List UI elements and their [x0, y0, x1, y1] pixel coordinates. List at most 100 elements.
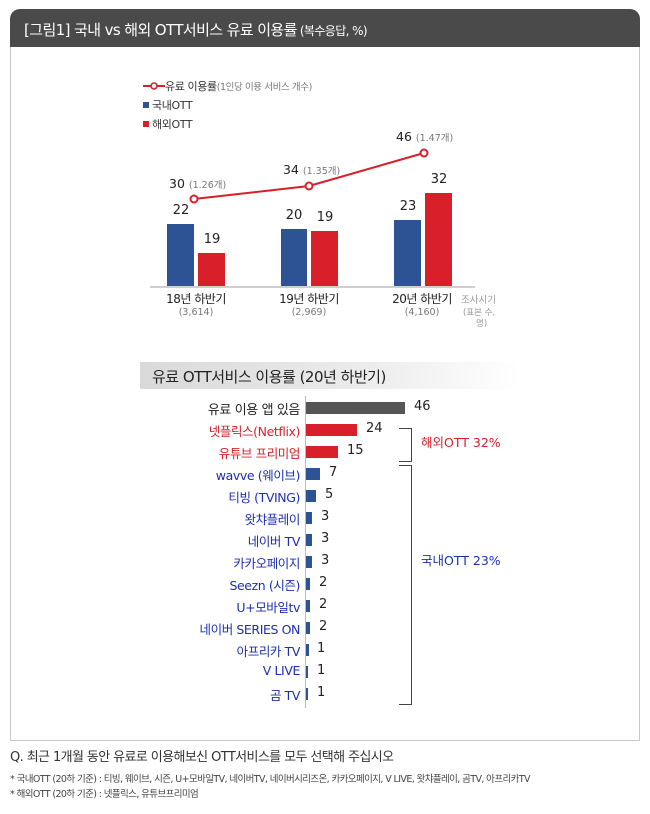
- row-label: 넷플릭스(Netflix): [208, 424, 301, 439]
- axis-note: 조사시기: [461, 295, 496, 306]
- value-domestic-20: 23: [399, 199, 417, 214]
- value-overseas-18: 19: [203, 232, 221, 247]
- row-value: 2: [319, 597, 328, 612]
- row-bar: [306, 534, 312, 546]
- row-value: 1: [317, 685, 326, 700]
- domestic-bracket: [399, 465, 412, 705]
- line-marker-icon: [143, 82, 165, 90]
- row-bar: [306, 622, 310, 634]
- row-bar: [306, 556, 312, 568]
- row-label: wavve (웨이브): [215, 468, 301, 483]
- rate-label-20: 46 (1.47개): [396, 129, 453, 144]
- row-label: 유료 이용 앱 있음: [207, 403, 301, 418]
- bar-domestic-19: [281, 229, 307, 286]
- legend-domestic-label: 국내OTT: [152, 99, 193, 112]
- bar-overseas-18: [198, 253, 225, 286]
- value-overseas-20: 32: [430, 172, 448, 187]
- x-sample-18: (3,614): [178, 307, 214, 318]
- value-overseas-19: 19: [316, 210, 334, 225]
- rate-value: 34: [283, 162, 299, 177]
- row-value: 5: [325, 487, 334, 502]
- row-bar: [306, 424, 357, 436]
- row-value: 46: [414, 399, 431, 414]
- row-label: 네이버 TV: [247, 534, 301, 549]
- row-label: Seezn (시즌): [229, 578, 300, 593]
- survey-question: Q. 최근 1개월 동안 유료로 이용해보신 OTT서비스를 모두 선택해 주십…: [10, 750, 394, 765]
- axis-note-sub1: (표본 수,: [463, 308, 496, 318]
- figure-title: [그림1] 국내 vs 해외 OTT서비스 유료 이용률 (복수응답, %): [24, 19, 368, 40]
- row-value: 15: [347, 443, 364, 458]
- row-value: 3: [321, 553, 330, 568]
- row-bar: [306, 402, 405, 414]
- rate-label-18: 30 (1.26개): [169, 176, 226, 191]
- legend-domestic: 국내OTT: [143, 97, 193, 113]
- value-domestic-18: 22: [172, 203, 190, 218]
- row-label: U+모바일tv: [236, 600, 300, 615]
- row-value: 1: [317, 641, 326, 656]
- section-title: 유료 OTT서비스 이용률 (20년 하반기): [140, 362, 520, 389]
- legend-overseas-label: 해외OTT: [152, 118, 193, 131]
- x-sample-20: (4,160): [404, 307, 440, 318]
- row-value: 2: [319, 619, 328, 634]
- row-label: 유튜브 프리미엄: [218, 446, 301, 461]
- x-label-18: 18년 하반기: [166, 292, 226, 306]
- legend-line-label: 유료 이용률: [165, 80, 217, 93]
- row-bar: [306, 688, 308, 700]
- row-label: 카카오페이지: [233, 556, 300, 571]
- legend-line-sub: (1인당 이용 서비스 개수): [216, 82, 313, 93]
- red-square-icon: [143, 121, 149, 127]
- overseas-bracket: [399, 428, 412, 462]
- row-label: 아프리카 TV: [236, 644, 301, 659]
- row-bar: [306, 468, 320, 480]
- row-value: 1: [317, 663, 326, 678]
- legend-line: 유료 이용률(1인당 이용 서비스 개수): [143, 78, 312, 94]
- figure-header: [그림1] 국내 vs 해외 OTT서비스 유료 이용률 (복수응답, %): [10, 9, 640, 47]
- rate-value: 46: [396, 129, 412, 144]
- row-label: V LIVE: [262, 663, 301, 678]
- row-label: 네이버 SERIES ON: [199, 622, 301, 637]
- figure-title-text: [그림1] 국내 vs 해외 OTT서비스 유료 이용률: [24, 21, 297, 39]
- row-value: 3: [321, 531, 330, 546]
- rate-sub: (1.26개): [188, 180, 227, 191]
- top-chart-svg: [150, 148, 475, 288]
- x-sample-19: (2,969): [291, 307, 327, 318]
- row-value: 24: [366, 421, 383, 436]
- rate-point: [304, 181, 314, 191]
- x-label-19: 19년 하반기: [279, 292, 339, 306]
- bar-domestic-20: [394, 220, 421, 286]
- rate-value: 30: [169, 176, 185, 191]
- value-domestic-19: 20: [285, 208, 303, 223]
- rate-point: [189, 194, 199, 204]
- y-axis-line: [305, 396, 306, 708]
- row-bar: [306, 490, 316, 502]
- row-value: 3: [321, 509, 330, 524]
- bar-domestic-18: [167, 224, 194, 286]
- rate-sub: (1.35개): [302, 166, 341, 177]
- row-label: 곰 TV: [269, 688, 300, 703]
- row-bar: [306, 446, 338, 458]
- rate-label-19: 34 (1.35개): [283, 162, 340, 177]
- row-bar: [306, 578, 310, 590]
- bar-overseas-19: [311, 231, 338, 286]
- row-bar: [306, 512, 312, 524]
- domestic-group-label: 국내OTT 23%: [421, 553, 501, 568]
- footnote-overseas: * 해외OTT (20하 기준) : 넷플릭스, 유튜브프리미엄: [10, 789, 199, 800]
- bar-overseas-20: [425, 193, 452, 286]
- row-bar: [306, 666, 308, 678]
- row-label: 티빙 (TVING): [228, 490, 300, 505]
- figure-body: [10, 47, 640, 741]
- footnote-domestic: * 국내OTT (20하 기준) : 티빙, 웨이브, 시즌, U+모바일TV,…: [10, 774, 530, 785]
- rate-sub: (1.47개): [415, 133, 454, 144]
- rate-point: [419, 148, 429, 158]
- figure-subtitle: (복수응답, %): [299, 24, 368, 38]
- overseas-group-label: 해외OTT 32%: [421, 435, 501, 450]
- row-label: 왓챠플레이: [244, 512, 300, 527]
- legend-overseas: 해외OTT: [143, 116, 193, 132]
- row-bar: [306, 644, 309, 656]
- row-value: 7: [329, 465, 338, 480]
- blue-square-icon: [143, 102, 149, 108]
- axis-note-sub2: 명): [476, 319, 488, 329]
- row-value: 2: [319, 575, 328, 590]
- x-label-20: 20년 하반기: [392, 292, 452, 306]
- row-bar: [306, 600, 310, 612]
